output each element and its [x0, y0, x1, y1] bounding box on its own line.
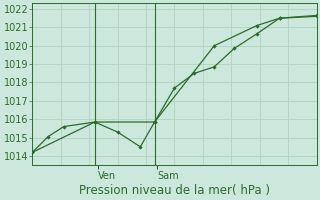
- X-axis label: Pression niveau de la mer( hPa ): Pression niveau de la mer( hPa ): [79, 184, 270, 197]
